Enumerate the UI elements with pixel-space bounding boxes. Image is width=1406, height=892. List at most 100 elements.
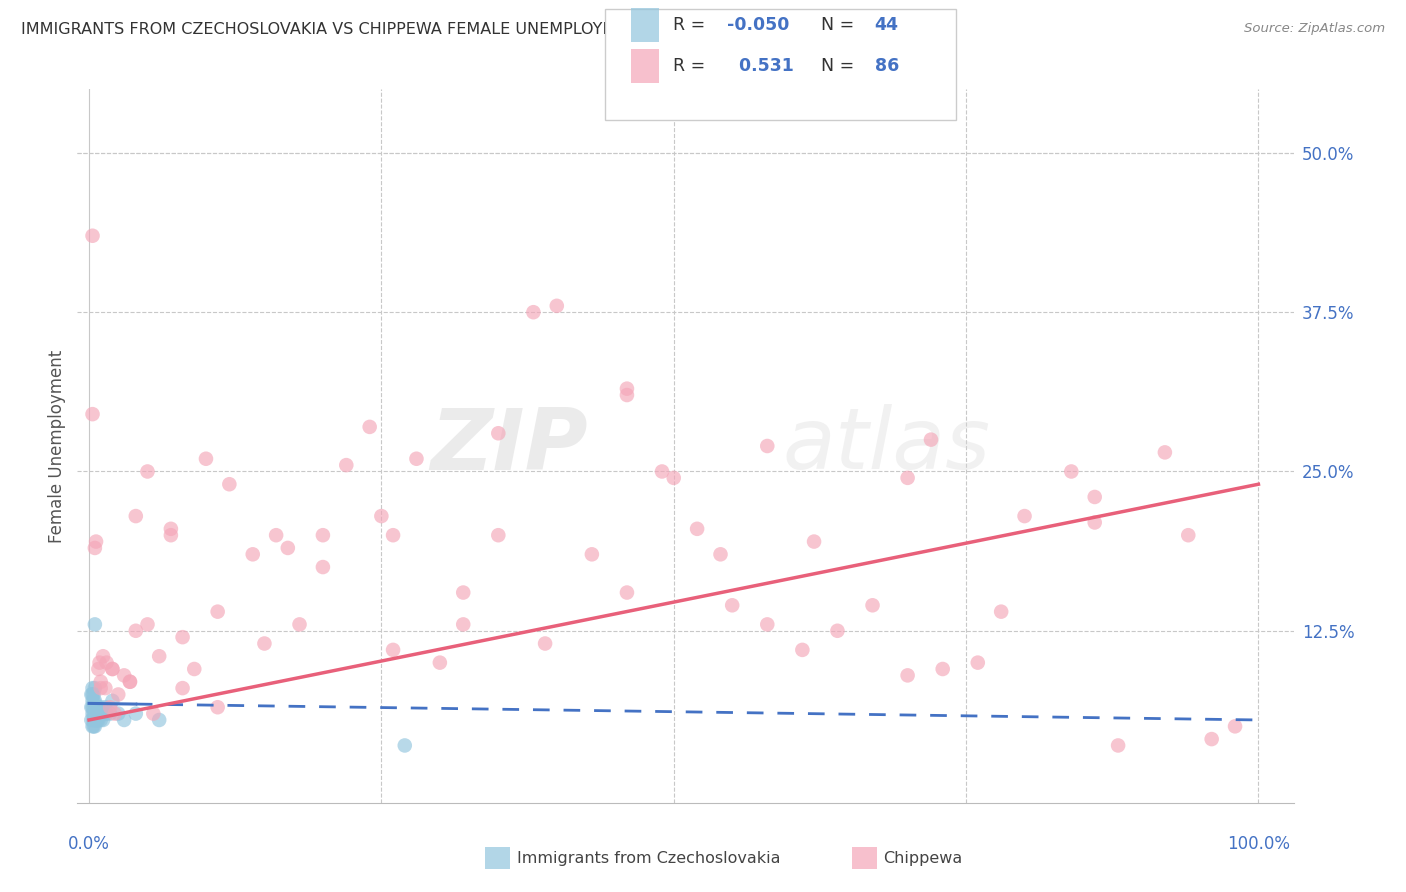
Point (82, 700, 104, 714)
Point (83, 700, 105, 714)
Text: R =: R = (673, 16, 711, 34)
Point (80, 700, 103, 714)
Point (91, 713, 114, 727)
Point (172, 630, 194, 644)
Point (451, 617, 474, 632)
Point (84, 534, 107, 549)
Point (172, 681, 194, 695)
Point (242, 547, 264, 561)
Point (82, 681, 104, 695)
Point (1107, 739, 1129, 753)
Text: 100.0%: 100.0% (1227, 835, 1289, 853)
Point (486, 528, 509, 542)
Point (82, 407, 104, 421)
Point (90, 713, 112, 727)
Text: N =: N = (821, 57, 860, 75)
Point (756, 439, 779, 453)
Point (82, 719, 104, 733)
Point (104, 706, 127, 721)
Point (148, 713, 170, 727)
Point (107, 706, 129, 721)
Point (359, 420, 381, 434)
Point (90, 700, 112, 714)
Text: atlas: atlas (783, 404, 991, 488)
Point (1014, 509, 1036, 524)
Point (522, 305, 544, 319)
Point (94, 681, 117, 695)
Point (709, 547, 731, 561)
Point (112, 668, 135, 682)
Point (136, 465, 159, 479)
Point (1177, 528, 1199, 542)
Point (1060, 465, 1083, 479)
Point (84, 713, 107, 727)
Point (82, 694, 104, 708)
Point (312, 560, 335, 574)
Point (207, 700, 229, 714)
Point (966, 656, 988, 670)
Point (90, 674, 112, 689)
Point (160, 528, 183, 542)
Point (83, 719, 105, 733)
Text: IMMIGRANTS FROM CZECHOSLOVAKIA VS CHIPPEWA FEMALE UNEMPLOYMENT CORRELATION CHART: IMMIGRANTS FROM CZECHOSLOVAKIA VS CHIPPE… (21, 22, 827, 37)
Point (93, 706, 115, 721)
Point (382, 643, 405, 657)
Point (862, 599, 884, 613)
Point (1223, 719, 1246, 733)
Point (920, 433, 942, 447)
Point (288, 617, 311, 632)
Point (207, 605, 229, 619)
Point (96, 706, 118, 721)
Point (98, 706, 121, 721)
Point (118, 674, 141, 689)
Point (382, 528, 405, 542)
Point (83, 713, 105, 727)
Point (86, 700, 108, 714)
Point (277, 541, 299, 555)
Point (451, 585, 474, 599)
Point (91, 649, 114, 664)
Point (96, 656, 118, 670)
Point (125, 706, 148, 721)
Point (83, 617, 105, 632)
Point (86, 713, 108, 727)
Text: ZIP: ZIP (430, 404, 588, 488)
Point (125, 624, 148, 638)
Point (897, 668, 920, 682)
Point (1084, 516, 1107, 530)
Text: 0.0%: 0.0% (67, 835, 110, 853)
Point (486, 426, 509, 441)
Point (136, 617, 159, 632)
Text: R =: R = (673, 57, 711, 75)
Point (616, 382, 638, 396)
Point (112, 713, 135, 727)
Point (1154, 445, 1177, 459)
Point (312, 528, 335, 542)
Point (118, 674, 141, 689)
Point (84, 706, 107, 721)
Point (160, 522, 183, 536)
Point (253, 636, 276, 650)
Point (756, 617, 779, 632)
Point (686, 522, 709, 536)
Point (84, 700, 107, 714)
Text: Immigrants from Czechoslovakia: Immigrants from Czechoslovakia (517, 851, 780, 865)
Text: 44: 44 (875, 16, 898, 34)
Point (405, 451, 427, 466)
Text: Source: ZipAtlas.com: Source: ZipAtlas.com (1244, 22, 1385, 36)
Point (148, 649, 170, 664)
Point (581, 547, 603, 561)
Point (990, 605, 1012, 619)
Point (83, 681, 105, 695)
Point (87, 713, 110, 727)
Point (83, 688, 105, 702)
Point (264, 528, 287, 542)
Text: -0.050: -0.050 (727, 16, 789, 34)
Point (616, 585, 638, 599)
Point (142, 706, 165, 721)
Point (87, 662, 110, 676)
Point (616, 388, 638, 402)
Point (335, 458, 357, 472)
Point (827, 624, 849, 638)
Point (662, 471, 685, 485)
